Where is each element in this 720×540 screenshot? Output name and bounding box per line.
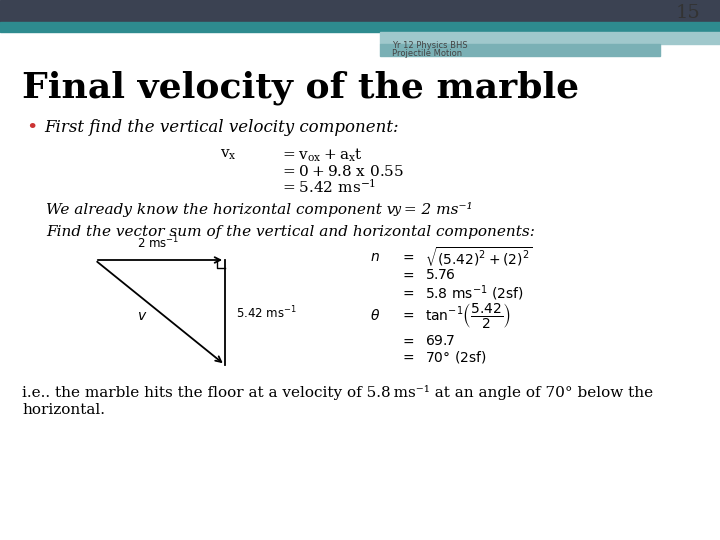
Text: = 2 ms⁻¹: = 2 ms⁻¹: [399, 203, 472, 217]
Text: $5.76$: $5.76$: [425, 268, 456, 282]
Bar: [0, 22, 720, 32]
Text: •: •: [26, 119, 37, 137]
Text: $70°\ (2\mathrm{sf})$: $70°\ (2\mathrm{sf})$: [425, 349, 487, 365]
Text: We already know the horizontal component v: We already know the horizontal component…: [46, 203, 395, 217]
Text: $\mathregular{= v_{ox} + a_x t}$: $\mathregular{= v_{ox} + a_x t}$: [280, 146, 363, 164]
Text: $=$: $=$: [400, 268, 415, 282]
Text: $5.42\ \mathrm{ms}^{-1}$: $5.42\ \mathrm{ms}^{-1}$: [236, 305, 297, 321]
Text: horizontal.: horizontal.: [22, 403, 105, 417]
Text: $2\ \mathrm{ms}^{-1}$: $2\ \mathrm{ms}^{-1}$: [137, 234, 179, 251]
Text: $=$: $=$: [400, 250, 415, 264]
Text: 15: 15: [675, 4, 700, 22]
Bar: [0, 0, 720, 22]
Text: $\theta$: $\theta$: [370, 307, 380, 322]
Bar: [380, 44, 660, 56]
Text: $v$: $v$: [137, 309, 147, 323]
Text: Yr 12 Physics BHS: Yr 12 Physics BHS: [392, 42, 467, 51]
Text: $69.7$: $69.7$: [425, 334, 456, 348]
Text: Projectile Motion: Projectile Motion: [392, 50, 462, 58]
Text: $=$: $=$: [400, 350, 415, 364]
Text: Find the vector sum of the vertical and horizontal components:: Find the vector sum of the vertical and …: [46, 225, 535, 239]
Text: $=$: $=$: [400, 308, 415, 322]
Text: $5.8\ \mathrm{ms}^{-1}\ (2\mathrm{sf})$: $5.8\ \mathrm{ms}^{-1}\ (2\mathrm{sf})$: [425, 283, 524, 303]
Text: $=$: $=$: [400, 286, 415, 300]
Text: $\mathregular{= 5.42\ ms^{-1}}$: $\mathregular{= 5.42\ ms^{-1}}$: [280, 178, 377, 196]
Text: First find the vertical velocity component:: First find the vertical velocity compone…: [44, 119, 399, 137]
Text: $n$: $n$: [370, 250, 380, 264]
Text: $=$: $=$: [400, 334, 415, 348]
Text: $\mathregular{= 0 + 9.8\ x\ 0.55}$: $\mathregular{= 0 + 9.8\ x\ 0.55}$: [280, 164, 404, 179]
Bar: [380, 32, 720, 44]
Text: $\mathregular{v_x}$: $\mathregular{v_x}$: [220, 148, 237, 162]
Text: y: y: [393, 204, 400, 217]
Text: i.e.. the marble hits the floor at a velocity of 5.8 ms⁻¹ at an angle of 70° bel: i.e.. the marble hits the floor at a vel…: [22, 384, 653, 400]
Text: $\tan^{-1}\!\left(\dfrac{5.42}{2}\right)$: $\tan^{-1}\!\left(\dfrac{5.42}{2}\right)…: [425, 300, 511, 329]
Text: Final velocity of the marble: Final velocity of the marble: [22, 71, 579, 105]
Text: $\sqrt{(5.42)^2 + (2)^2}$: $\sqrt{(5.42)^2 + (2)^2}$: [425, 245, 533, 269]
